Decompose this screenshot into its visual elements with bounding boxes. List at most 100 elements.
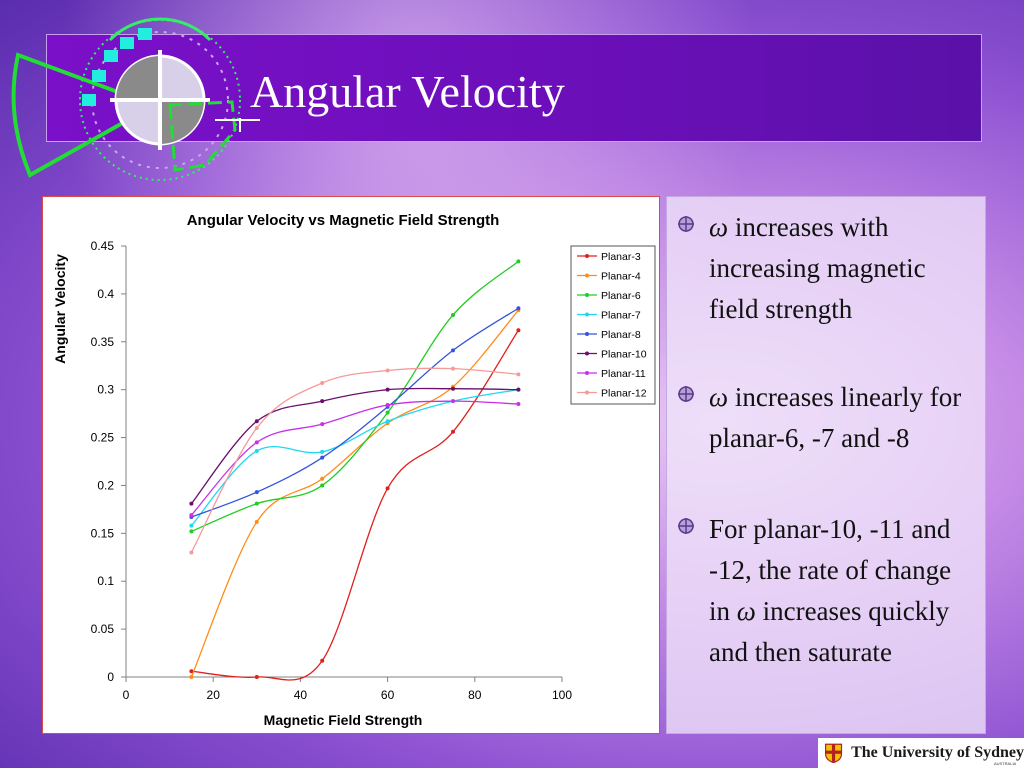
data-point: [451, 366, 455, 371]
y-tick-label: 0.15: [91, 526, 115, 540]
x-tick-label: 60: [381, 688, 395, 702]
x-tick-label: 20: [207, 688, 221, 702]
y-tick-label: 0.05: [91, 622, 115, 636]
data-point: [189, 529, 194, 534]
bullet-text: increases with increasing magnetic field…: [709, 212, 926, 324]
bullet-crosshair-icon: [678, 386, 694, 402]
data-point: [254, 448, 259, 453]
legend-marker: [585, 273, 589, 278]
y-tick-label: 0.4: [97, 287, 114, 301]
y-tick-label: 0.2: [97, 478, 114, 492]
data-point: [451, 399, 455, 404]
legend-marker: [585, 390, 589, 395]
bullet-text: increases quickly and then saturate: [709, 596, 950, 667]
data-point: [385, 402, 390, 407]
legend-marker: [585, 254, 589, 258]
legend-label: Planar-10: [601, 349, 647, 361]
data-point: [516, 306, 521, 311]
y-tick-label: 0.45: [91, 239, 115, 253]
bullet-crosshair-icon: [678, 216, 694, 232]
series-line-planar-12: [190, 367, 519, 553]
series-line-planar-7: [190, 389, 519, 527]
legend-marker: [585, 332, 589, 336]
legend-marker: [585, 351, 589, 356]
data-point: [254, 440, 259, 445]
bullet-2: ω increases linearly for planar-6, -7 an…: [677, 377, 977, 459]
decorative-emblem-icon: [11, 17, 260, 181]
data-point: [451, 429, 455, 434]
series-line-planar-4: [190, 309, 519, 678]
data-point: [189, 669, 194, 674]
slide-title: Angular Velocity: [250, 66, 565, 117]
data-point: [189, 550, 194, 555]
bullet-3: For planar-10, -11 and -12, the rate of …: [677, 509, 977, 673]
data-point: [516, 259, 521, 264]
x-tick-label: 80: [468, 688, 482, 702]
data-point: [254, 425, 259, 430]
data-point: [516, 387, 521, 392]
data-point: [320, 449, 325, 454]
legend-label: Planar-8: [601, 329, 641, 341]
data-point: [385, 368, 390, 373]
series-line-planar-11: [190, 400, 519, 516]
chart-panel: Angular Velocity vs Magnetic Field Stren…: [42, 196, 660, 734]
data-point: [254, 675, 259, 679]
legend-label: Planar-7: [601, 310, 641, 322]
legend-marker: [585, 312, 589, 317]
y-tick-label: 0.25: [91, 431, 115, 445]
series-line-planar-8: [191, 307, 519, 518]
y-tick-label: 0.3: [97, 383, 114, 397]
data-point: [451, 312, 455, 317]
bullet-text: For planar-10, -11 and -12, the rate of …: [709, 514, 952, 626]
y-axis-label: Angular Velocity: [52, 254, 68, 364]
legend-label: Planar-3: [601, 251, 641, 263]
data-point: [189, 675, 194, 679]
crest-icon: [824, 743, 843, 764]
data-point: [320, 483, 325, 488]
university-logo: The University of Sydney AUSTRALIA: [818, 738, 1024, 768]
x-axis-label: Magnetic Field Strength: [264, 712, 423, 728]
data-point: [320, 658, 325, 663]
data-point: [516, 402, 521, 407]
x-tick-label: 0: [123, 688, 130, 702]
legend-marker: [585, 371, 589, 375]
logo-text: The University of Sydney: [851, 744, 1024, 761]
legend-label: Planar-6: [601, 290, 641, 302]
data-point: [189, 501, 194, 506]
data-point: [385, 419, 390, 424]
line-chart: Angular Velocity vs Magnetic Field Stren…: [52, 212, 656, 728]
data-point: [451, 386, 455, 391]
series-line-planar-3: [191, 329, 519, 681]
omega-symbol: ω: [709, 212, 729, 242]
legend-box: [570, 245, 656, 405]
data-point: [385, 410, 390, 415]
y-tick-label: 0.1: [97, 574, 114, 588]
data-point: [385, 486, 390, 491]
data-point: [189, 513, 194, 518]
bullet-text: increases linearly for planar-6, -7 and …: [709, 382, 962, 453]
omega-symbol: ω: [736, 596, 756, 626]
data-point: [254, 490, 259, 495]
data-point: [451, 348, 455, 353]
data-point: [516, 372, 521, 377]
series-line-planar-10: [190, 387, 519, 505]
logo-subtext: AUSTRALIA: [994, 761, 1017, 766]
data-point: [254, 519, 259, 524]
data-point: [320, 476, 325, 481]
series-line-planar-6: [191, 260, 519, 533]
data-point: [516, 328, 521, 333]
legend-label: Planar-12: [601, 388, 647, 400]
data-point: [320, 422, 325, 427]
legend-marker: [585, 293, 589, 297]
data-point: [254, 419, 259, 424]
omega-symbol: ω: [709, 382, 729, 412]
data-point: [320, 380, 325, 385]
data-point: [385, 387, 390, 392]
y-tick-label: 0: [107, 670, 114, 684]
chart-title: Angular Velocity vs Magnetic Field Stren…: [187, 212, 500, 229]
legend-label: Planar-11: [601, 368, 646, 380]
data-point: [254, 501, 259, 506]
x-tick-label: 40: [294, 688, 308, 702]
y-tick-label: 0.35: [91, 335, 115, 349]
bullets-panel: ω increases with increasing magnetic fie…: [666, 196, 986, 734]
